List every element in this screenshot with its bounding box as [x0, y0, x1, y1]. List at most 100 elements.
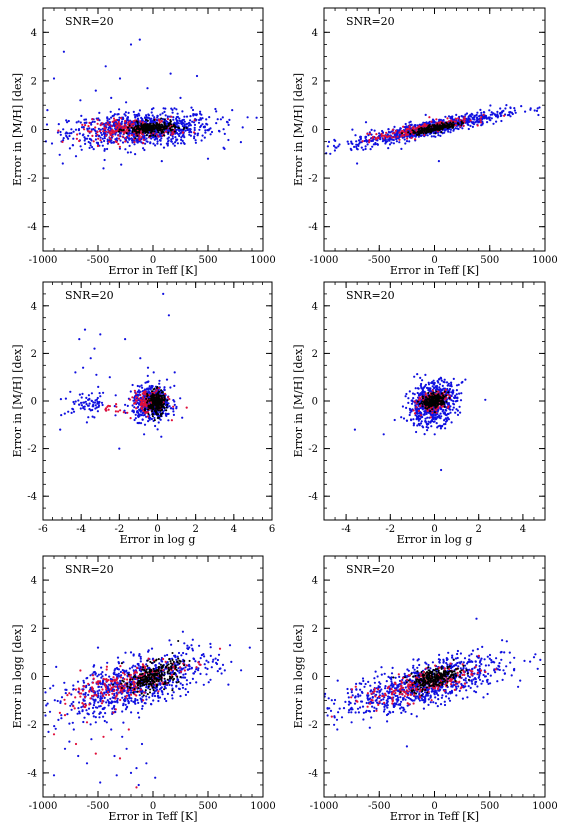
- point-blue: [132, 135, 135, 138]
- point-red: [368, 132, 372, 135]
- point-blue: [197, 121, 201, 124]
- point-black: [431, 408, 434, 411]
- point-blue: [124, 411, 127, 414]
- point-blue: [419, 376, 422, 379]
- point-blue: [447, 115, 451, 118]
- point-blue-outlier: [356, 162, 359, 165]
- point-blue: [374, 143, 377, 146]
- point-blue: [68, 134, 71, 138]
- point-blue: [91, 408, 94, 412]
- point-blue: [162, 107, 165, 110]
- point-red: [84, 124, 87, 127]
- point-blue: [109, 110, 112, 113]
- point-blue: [92, 128, 95, 131]
- point-black: [162, 398, 166, 401]
- point-red: [431, 389, 434, 392]
- point-blue-outlier: [74, 155, 78, 158]
- point-blue: [180, 138, 183, 141]
- point-blue: [414, 135, 417, 138]
- point-blue: [68, 147, 71, 150]
- point-red: [172, 132, 175, 135]
- point-blue: [419, 392, 422, 395]
- point-black: [163, 123, 166, 126]
- point-blue: [371, 145, 374, 148]
- point-blue-outlier: [129, 390, 132, 393]
- point-blue: [520, 105, 523, 108]
- point-blue: [147, 395, 150, 398]
- point-red: [115, 405, 118, 408]
- point-red: [454, 124, 458, 127]
- point-blue: [136, 421, 139, 425]
- point-blue: [421, 393, 424, 396]
- point-blue-outlier: [393, 418, 396, 422]
- point-red: [140, 407, 144, 411]
- point-blue: [183, 123, 186, 126]
- point-blue: [150, 137, 153, 140]
- point-red: [368, 141, 371, 144]
- point-blue: [126, 116, 129, 119]
- point-blue: [255, 116, 258, 119]
- point-blue: [356, 148, 359, 151]
- point-blue: [320, 154, 322, 156]
- point-blue: [171, 111, 174, 114]
- point-red: [479, 118, 482, 121]
- point-black: [160, 398, 163, 401]
- point-blue: [354, 134, 357, 137]
- point-black: [145, 127, 148, 130]
- point-blue: [387, 147, 390, 150]
- x-tick-label: 6: [269, 524, 275, 535]
- point-blue: [400, 416, 403, 419]
- point-blue: [199, 117, 202, 120]
- point-black: [447, 126, 450, 129]
- point-black: [173, 130, 176, 133]
- point-blue: [93, 129, 97, 132]
- point-blue: [135, 139, 138, 142]
- point-blue: [145, 137, 148, 140]
- point-black: [160, 389, 163, 392]
- point-blue: [110, 116, 113, 119]
- x-tick-label: -500: [368, 255, 390, 266]
- point-red: [172, 405, 175, 408]
- point-blue: [121, 141, 125, 144]
- point-blue: [182, 133, 185, 137]
- point-red: [185, 406, 188, 409]
- point-black: [156, 386, 159, 389]
- point-blue: [504, 107, 507, 110]
- point-black: [160, 409, 163, 412]
- y-tick-label: 2: [31, 349, 37, 360]
- point-red: [419, 414, 422, 417]
- point-red: [137, 397, 140, 400]
- point-blue: [384, 140, 388, 143]
- point-black: [157, 409, 160, 412]
- point-red: [155, 133, 158, 136]
- point-blue: [131, 141, 134, 144]
- point-black: [160, 406, 163, 409]
- point-blue: [450, 391, 453, 394]
- point-blue: [395, 138, 398, 141]
- point-blue: [92, 401, 95, 404]
- point-red: [57, 129, 60, 132]
- point-blue: [126, 151, 129, 154]
- point-blue: [167, 139, 170, 142]
- point-blue: [139, 422, 143, 425]
- point-blue: [165, 400, 168, 404]
- point-blue: [154, 144, 157, 147]
- point-blue: [467, 127, 470, 131]
- point-blue: [198, 118, 201, 122]
- point-blue-outlier: [484, 398, 487, 401]
- point-blue: [452, 377, 455, 380]
- point-blue: [188, 127, 192, 131]
- y-axis-label: Error in [M/H] [dex]: [292, 73, 305, 186]
- point-red: [482, 113, 485, 116]
- point-blue: [68, 132, 71, 135]
- point-blue: [198, 128, 201, 131]
- point-black: [418, 402, 421, 406]
- x-tick-label: 1000: [250, 255, 275, 266]
- point-blue: [226, 121, 229, 124]
- point-blue: [170, 140, 173, 143]
- point-blue: [508, 113, 511, 116]
- point-blue: [422, 121, 425, 124]
- point-black: [157, 124, 160, 127]
- point-black: [153, 387, 156, 390]
- point-blue: [140, 414, 143, 417]
